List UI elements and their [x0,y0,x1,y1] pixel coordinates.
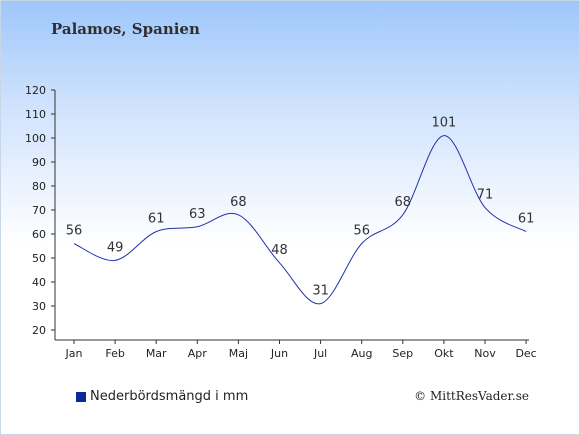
x-tick-label: Okt [434,347,454,360]
data-label: 71 [477,188,494,203]
y-tick-label: 80 [32,180,46,193]
x-tick-label: Sep [392,347,413,360]
y-tick-label: 30 [32,300,46,313]
y-tick-label: 120 [25,84,46,97]
data-point [402,214,403,215]
data-point [361,243,362,244]
data-point [115,260,116,261]
legend-label: Nederbördsmängd i mm [90,389,249,404]
data-point [526,231,527,232]
data-point [443,135,444,136]
y-tick-label: 100 [25,132,46,145]
series-line-layer [73,135,527,305]
chart-title: Palamos, Spanien [51,20,200,38]
copyright-text: © MittResVader.se [414,389,529,403]
axes: 20 30 40 50 60 70 80 90 100 110 120 Jan Feb Mar Apr Maj… [25,84,537,360]
y-tick-label: 90 [32,156,46,169]
x-tick-label: Apr [188,347,208,360]
x-tick-label: Mar [146,347,167,360]
y-tick-label: 20 [32,324,46,337]
y-tick-label: 50 [32,252,46,265]
data-label: 56 [353,224,370,239]
y-tick-label: 60 [32,228,46,241]
data-label: 49 [107,240,124,255]
data-label: 48 [271,243,288,258]
data-label: 101 [431,116,456,131]
y-tick-label: 110 [25,108,46,121]
x-tick-label: Jun [270,347,288,360]
x-tick-label: Jul [313,347,327,360]
x-tick-label: Feb [105,347,124,360]
x-tick-label: Dec [515,347,536,360]
data-label: 31 [312,284,329,299]
data-point [279,262,280,263]
data-label: 61 [518,212,535,227]
data-label: 68 [230,195,247,210]
data-labels: 56 49 61 63 68 48 31 56 68 101 71 61 [66,116,535,299]
x-tick-label: Nov [474,347,496,360]
x-tick-label: Maj [229,347,248,360]
data-point [156,231,157,232]
data-label: 56 [66,224,83,239]
data-point [74,243,75,244]
data-label: 61 [148,212,165,227]
legend-swatch [76,391,86,402]
data-point [238,214,239,215]
data-label: 63 [189,207,206,222]
series-line [73,135,527,305]
data-point [320,303,321,304]
data-point [197,226,198,227]
y-tick-label: 40 [32,276,46,289]
y-tick-label: 70 [32,204,46,217]
x-tick-label: Jan [65,347,83,360]
data-label: 68 [395,195,412,210]
data-point [485,207,486,208]
legend: Nederbördsmängd i mm [76,389,248,404]
x-tick-label: Aug [351,347,372,360]
